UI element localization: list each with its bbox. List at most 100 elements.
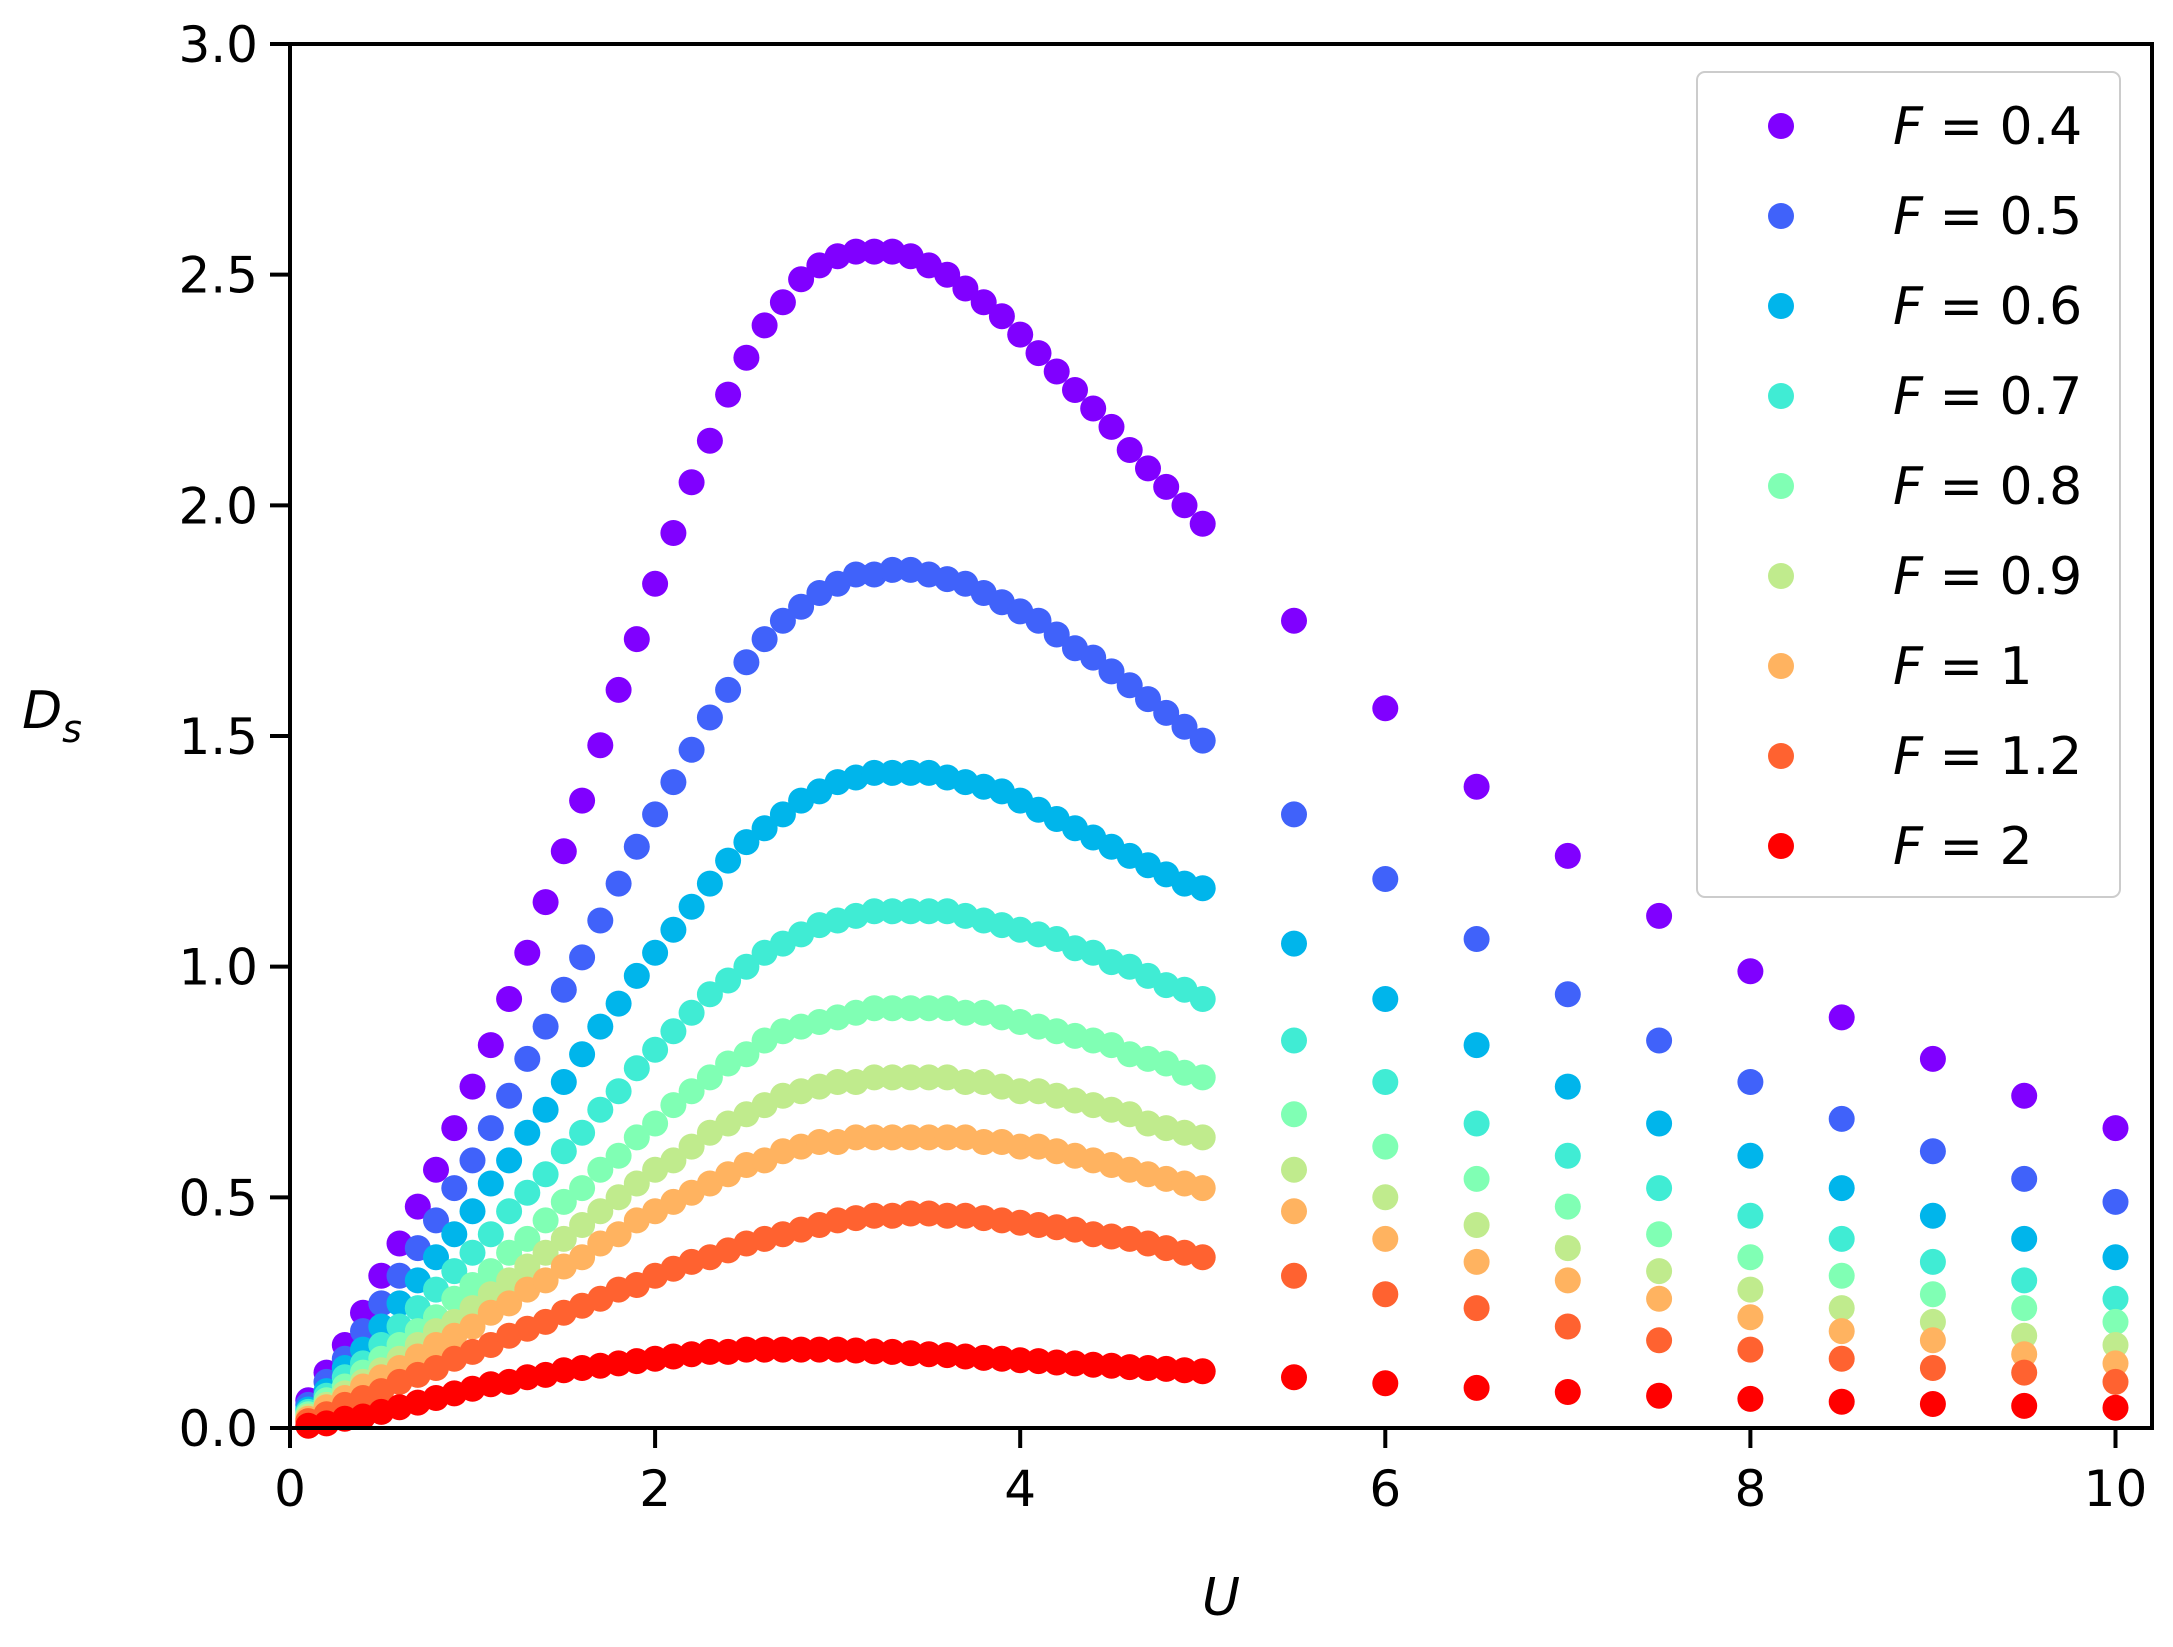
- legend-label-variable: F: [1893, 727, 1924, 787]
- data-point: [569, 787, 596, 814]
- data-point: [642, 1036, 669, 1063]
- legend-label-variable: F: [1893, 367, 1924, 427]
- data-point: [1828, 1345, 1855, 1372]
- data-point: [1737, 1069, 1764, 1095]
- data-point: [1281, 1156, 1307, 1183]
- data-point: [496, 1147, 523, 1174]
- data-point: [678, 893, 705, 920]
- series-0-4: [295, 238, 2129, 1414]
- data-point: [696, 1338, 723, 1365]
- data-point: [1463, 1032, 1490, 1059]
- data-point: [1189, 1124, 1216, 1151]
- legend-label-variable: F: [1893, 457, 1924, 517]
- data-point: [1919, 1138, 1946, 1165]
- data-point: [550, 838, 577, 865]
- data-point: [1919, 1391, 1946, 1417]
- data-point: [532, 1239, 559, 1266]
- data-point: [678, 1078, 705, 1105]
- data-point: [788, 1336, 815, 1363]
- data-point: [1737, 1276, 1764, 1303]
- data-point: [587, 1198, 614, 1225]
- data-point: [660, 1147, 687, 1174]
- data-point: [934, 1124, 961, 1151]
- data-point: [441, 1115, 468, 1142]
- legend-entry: F = 1.2: [1768, 727, 2082, 787]
- data-point: [806, 1129, 833, 1155]
- legend-marker: [1768, 383, 1794, 409]
- data-point: [861, 1202, 888, 1229]
- data-point: [1646, 1382, 1673, 1409]
- data-point: [514, 1179, 541, 1206]
- data-point: [2102, 1115, 2129, 1142]
- data-point: [1737, 1336, 1764, 1363]
- y-axis-label: Ds: [22, 681, 82, 751]
- legend-label: F = 1.2: [1893, 727, 2082, 787]
- legend-label: F = 2: [1893, 817, 2033, 877]
- data-point: [934, 1202, 961, 1229]
- data-point: [1153, 473, 1180, 500]
- data-point: [696, 1064, 723, 1091]
- data-point: [1737, 1142, 1764, 1169]
- data-point: [970, 289, 997, 316]
- data-point: [751, 1336, 778, 1363]
- data-point: [496, 986, 523, 1012]
- data-point: [678, 999, 705, 1026]
- data-point: [441, 1221, 468, 1248]
- y-axis-label-main: D: [22, 681, 62, 741]
- legend-marker: [1768, 743, 1794, 769]
- data-point: [733, 953, 760, 980]
- data-point: [1828, 1262, 1855, 1289]
- data-point: [2011, 1225, 2038, 1252]
- data-point: [368, 1313, 395, 1340]
- data-point: [879, 556, 906, 583]
- data-point: [1554, 1073, 1581, 1100]
- data-point: [1281, 607, 1307, 634]
- data-point: [861, 759, 888, 786]
- data-point: [1919, 1202, 1946, 1229]
- data-point: [441, 1175, 468, 1202]
- data-point: [514, 1225, 541, 1252]
- data-point: [587, 1096, 614, 1123]
- data-point: [368, 1290, 395, 1317]
- data-point: [1007, 1078, 1034, 1105]
- data-point: [1135, 686, 1161, 713]
- data-point: [1171, 713, 1198, 740]
- data-point: [514, 1253, 541, 1280]
- data-point: [897, 1200, 924, 1227]
- data-point: [2102, 1350, 2129, 1377]
- data-point: [623, 962, 650, 989]
- data-point: [1554, 981, 1581, 1008]
- data-point: [496, 1082, 523, 1109]
- data-point: [1080, 1351, 1107, 1378]
- data-point: [915, 1341, 942, 1368]
- data-point: [1281, 1198, 1307, 1225]
- data-point: [660, 520, 687, 546]
- data-point: [1463, 773, 1490, 800]
- data-point: [1189, 727, 1216, 754]
- data-point: [934, 261, 961, 288]
- data-point: [569, 1212, 596, 1238]
- data-point: [806, 1336, 833, 1363]
- data-point: [1554, 1193, 1581, 1220]
- data-point: [842, 1124, 869, 1151]
- y-tick-label: 2.5: [178, 247, 258, 305]
- data-point: [1372, 1281, 1399, 1308]
- data-point: [532, 1207, 559, 1234]
- data-point: [2102, 1394, 2129, 1421]
- data-point: [1463, 1374, 1490, 1401]
- data-point: [569, 1244, 596, 1271]
- data-point: [1919, 1045, 1946, 1072]
- data-point: [623, 1055, 650, 1082]
- x-tick-label: 6: [1369, 1460, 1401, 1518]
- data-point: [2102, 1188, 2129, 1215]
- data-point: [1646, 902, 1673, 929]
- data-point: [569, 1041, 596, 1068]
- legend-entry: F = 0.5: [1768, 187, 2082, 247]
- legend-entry: F = 0.6: [1768, 277, 2082, 337]
- data-point: [514, 939, 541, 966]
- data-point: [1189, 1358, 1216, 1385]
- y-axis-ticks: 0.0 0.5 1.0 1.5 2.0 2.5 3.0: [178, 16, 290, 1458]
- data-point: [733, 829, 760, 856]
- data-point: [861, 1124, 888, 1151]
- legend-marker: [1768, 473, 1794, 499]
